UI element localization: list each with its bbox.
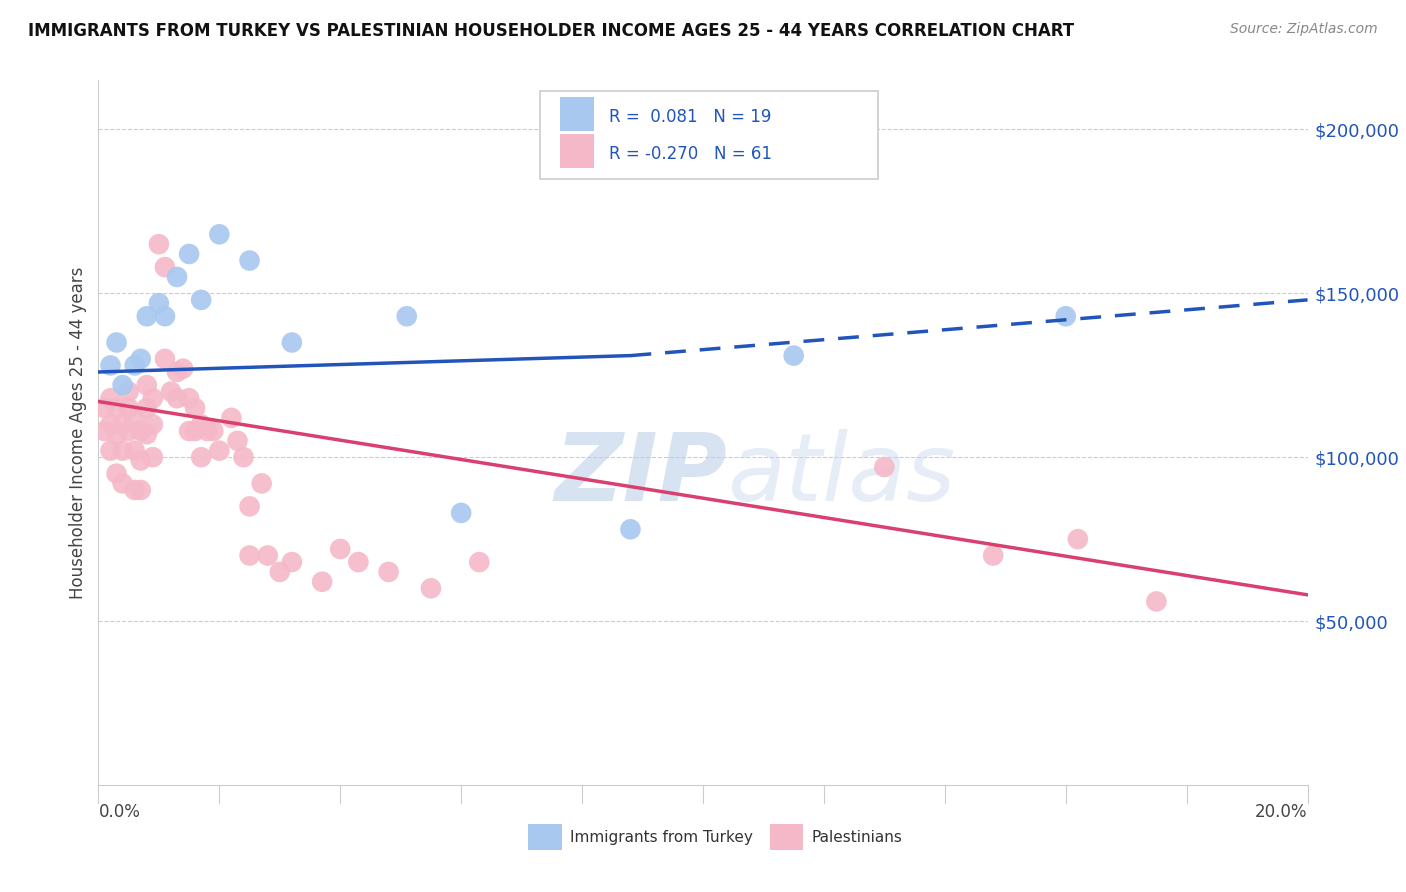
Point	[118, 401, 141, 415]
Point	[190, 293, 212, 307]
Point	[166, 269, 188, 284]
Point	[118, 424, 141, 438]
Point	[783, 349, 806, 363]
Point	[93, 424, 115, 438]
Point	[269, 565, 291, 579]
Point	[135, 401, 157, 415]
Point	[100, 359, 122, 373]
Point	[179, 391, 201, 405]
Point	[347, 555, 370, 569]
Point	[142, 450, 165, 465]
Point	[256, 549, 278, 563]
Point	[190, 450, 212, 465]
Point	[148, 296, 170, 310]
Point	[329, 541, 352, 556]
Point	[135, 378, 157, 392]
Point	[195, 424, 218, 438]
Point	[239, 549, 262, 563]
Point	[124, 443, 146, 458]
Text: IMMIGRANTS FROM TURKEY VS PALESTINIAN HOUSEHOLDER INCOME AGES 25 - 44 YEARS CORR: IMMIGRANTS FROM TURKEY VS PALESTINIAN HO…	[28, 22, 1074, 40]
Point	[105, 401, 128, 415]
Point	[239, 500, 262, 514]
Point	[232, 450, 254, 465]
Point	[1067, 532, 1090, 546]
Point	[153, 260, 176, 274]
Point	[129, 351, 152, 366]
Point	[153, 310, 176, 324]
Point	[239, 253, 262, 268]
Point	[124, 483, 146, 497]
Point	[873, 460, 896, 475]
Text: 20.0%: 20.0%	[1256, 803, 1308, 821]
Y-axis label: Householder Income Ages 25 - 44 years: Householder Income Ages 25 - 44 years	[69, 267, 87, 599]
Point	[135, 427, 157, 442]
Point	[100, 417, 122, 432]
Point	[142, 391, 165, 405]
Point	[468, 555, 491, 569]
Point	[226, 434, 249, 448]
Point	[420, 582, 443, 596]
Point	[124, 410, 146, 425]
Point	[395, 310, 418, 324]
Point	[179, 424, 201, 438]
Point	[111, 378, 134, 392]
Point	[166, 365, 188, 379]
Point	[111, 476, 134, 491]
FancyBboxPatch shape	[769, 823, 803, 850]
Point	[129, 483, 152, 497]
Point	[377, 565, 399, 579]
Point	[281, 555, 304, 569]
Text: R = -0.270   N = 61: R = -0.270 N = 61	[609, 145, 772, 163]
Point	[153, 351, 176, 366]
Point	[184, 401, 207, 415]
FancyBboxPatch shape	[561, 96, 595, 130]
Point	[148, 237, 170, 252]
Point	[100, 443, 122, 458]
Text: Palestinians: Palestinians	[811, 830, 903, 846]
Point	[208, 227, 231, 242]
FancyBboxPatch shape	[561, 134, 595, 168]
Text: ZIP: ZIP	[554, 429, 727, 521]
Point	[124, 359, 146, 373]
Point	[981, 549, 1004, 563]
Text: Source: ZipAtlas.com: Source: ZipAtlas.com	[1230, 22, 1378, 37]
Point	[129, 424, 152, 438]
Point	[1054, 310, 1077, 324]
Text: atlas: atlas	[727, 429, 956, 520]
Point	[450, 506, 472, 520]
Point	[129, 453, 152, 467]
Point	[111, 417, 134, 432]
Point	[135, 310, 157, 324]
Point	[105, 467, 128, 481]
Text: 0.0%: 0.0%	[98, 803, 141, 821]
Point	[118, 384, 141, 399]
Point	[93, 401, 115, 415]
Point	[311, 574, 333, 589]
Text: Immigrants from Turkey: Immigrants from Turkey	[569, 830, 752, 846]
Point	[172, 361, 194, 376]
Point	[166, 391, 188, 405]
Point	[208, 443, 231, 458]
Point	[100, 391, 122, 405]
Point	[142, 417, 165, 432]
Point	[619, 522, 641, 536]
FancyBboxPatch shape	[540, 91, 879, 179]
Point	[281, 335, 304, 350]
FancyBboxPatch shape	[527, 823, 561, 850]
Point	[1144, 594, 1167, 608]
Point	[250, 476, 273, 491]
Point	[202, 424, 225, 438]
Point	[111, 443, 134, 458]
Point	[179, 247, 201, 261]
Point	[190, 417, 212, 432]
Point	[105, 427, 128, 442]
Point	[221, 410, 243, 425]
Point	[160, 384, 183, 399]
Point	[105, 335, 128, 350]
Text: R =  0.081   N = 19: R = 0.081 N = 19	[609, 108, 770, 126]
Point	[184, 424, 207, 438]
